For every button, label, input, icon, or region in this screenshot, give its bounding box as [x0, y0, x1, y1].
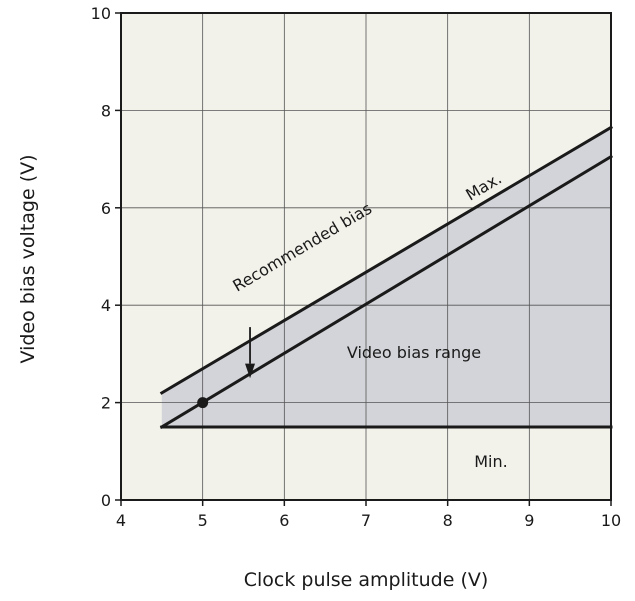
x-tick-label-9: 9	[524, 511, 534, 530]
video-bias-range-label: Video bias range	[347, 343, 481, 362]
tick-labels: 4 5 6 7 8 9 10 0 2 4 6 8 10	[91, 4, 622, 530]
y-tick-label-2: 2	[101, 394, 111, 413]
recommended-point-marker	[197, 397, 209, 409]
max-line	[159, 125, 614, 395]
y-axis-label: Video bias voltage (V)	[17, 154, 39, 363]
y-tick-label-8: 8	[101, 101, 111, 120]
min-label: Min.	[474, 452, 507, 471]
x-axis-label: Clock pulse amplitude (V)	[244, 569, 489, 591]
x-tick-label-10: 10	[601, 511, 621, 530]
plot-area	[120, 12, 614, 501]
y-tick-label-0: 0	[101, 491, 111, 510]
x-tick-label-6: 6	[279, 511, 289, 530]
x-tick-label-7: 7	[361, 511, 371, 530]
recommended-arrow-head	[245, 363, 256, 379]
video-bias-range-area	[161, 127, 612, 427]
recommended-bias-line	[159, 154, 614, 430]
y-tick-label-4: 4	[101, 296, 111, 315]
y-tick-label-10: 10	[91, 4, 111, 23]
x-tick-label-5: 5	[198, 511, 208, 530]
x-tick-label-4: 4	[116, 511, 126, 530]
y-tick-label-6: 6	[101, 199, 111, 218]
x-tick-label-8: 8	[443, 511, 453, 530]
